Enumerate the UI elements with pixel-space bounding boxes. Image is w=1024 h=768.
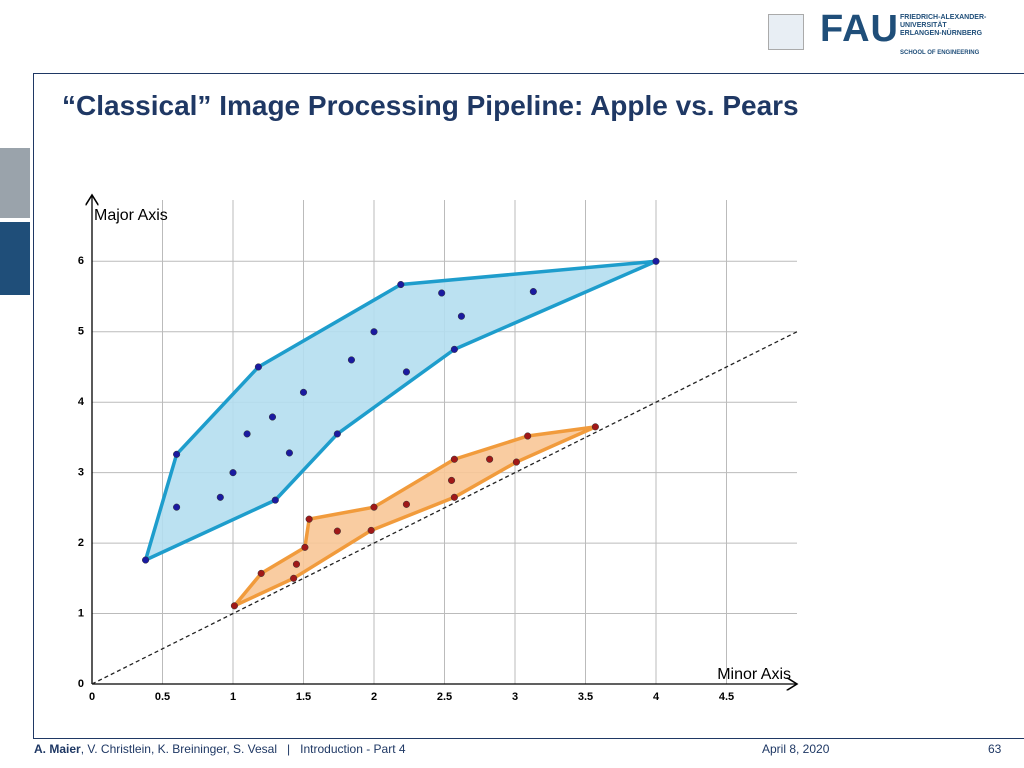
x-tick-label: 2 [371,691,377,703]
point [333,430,341,438]
y-tick-label: 0 [78,678,84,690]
point [173,450,181,458]
point [271,496,279,504]
y-axis-label: Major Axis [94,207,168,224]
point [216,493,224,501]
point [402,368,410,376]
slide-title: “Classical” Image Processing Pipeline: A… [62,90,799,121]
y-tick-label: 1 [78,607,84,619]
chart: 0 0.5 1 1.5 2 2.5 3 3.5 4 4.5 0 1 2 3 4 5 6 Minor Axis Maj… [78,0,1024,703]
y-tick-label: 2 [78,537,84,549]
lecture: Introduction - Part 4 [300,742,406,756]
point [397,280,405,289]
point [243,430,251,438]
point [438,289,446,297]
point [370,328,378,336]
point [305,515,313,523]
footer: A. Maier, V. Christlein, K. Breininger, … [34,742,406,756]
x-tick-label: 3.5 [578,691,593,703]
x-tick-label: 1.5 [296,691,311,703]
logo-icon [768,14,804,50]
point [448,476,456,484]
x-tick-label: 4 [653,691,660,703]
point [254,363,262,371]
y-tick-label: 4 [78,396,85,408]
point [450,345,458,353]
point [257,569,265,577]
school-name: SCHOOL OF ENGINEERING [900,50,980,56]
lead-author: A. Maier [34,742,81,756]
point [652,257,660,265]
y-tick-label: 3 [78,467,84,479]
side-tab [0,148,30,218]
point [268,413,277,421]
point [486,455,494,463]
x-tick-label: 0 [89,691,95,703]
point [229,469,237,477]
point [299,388,308,396]
logo-text: FAU [820,8,899,50]
point [285,449,293,457]
frame-left [33,73,34,738]
point [173,503,181,511]
x-axis-label: Minor Axis [717,666,791,683]
frame-top [33,73,1024,74]
point [512,458,520,466]
point [290,574,298,582]
x-tick-label: 4.5 [719,691,734,703]
point [402,500,410,508]
frame-bottom [33,738,1024,739]
y-tick-label: 5 [78,326,84,338]
point [529,288,537,296]
y-tick-label: 6 [78,255,84,267]
authors: , V. Christlein, K. Breininger, S. Vesal [80,742,278,756]
point [301,543,309,551]
page-number: 63 [988,742,1002,756]
point [591,423,599,431]
x-tick-label: 2.5 [437,691,452,703]
x-tick-label: 3 [512,691,518,703]
point [524,432,532,440]
point [367,526,375,534]
side-tab-active [0,222,30,295]
point [142,556,150,564]
university-name: FRIEDRICH-ALEXANDER-UNIVERSITÄT ERLANGEN… [900,14,987,37]
point [370,503,378,511]
point [333,527,341,535]
separator: | [287,742,291,756]
reference-line [91,331,798,685]
point [347,356,355,364]
point [292,560,301,568]
point [450,455,458,463]
x-tick-label: 0.5 [155,691,170,703]
date: April 8, 2020 [762,742,830,756]
point [230,602,238,610]
point [450,493,458,501]
x-tick-label: 1 [230,691,236,703]
point [457,312,465,320]
